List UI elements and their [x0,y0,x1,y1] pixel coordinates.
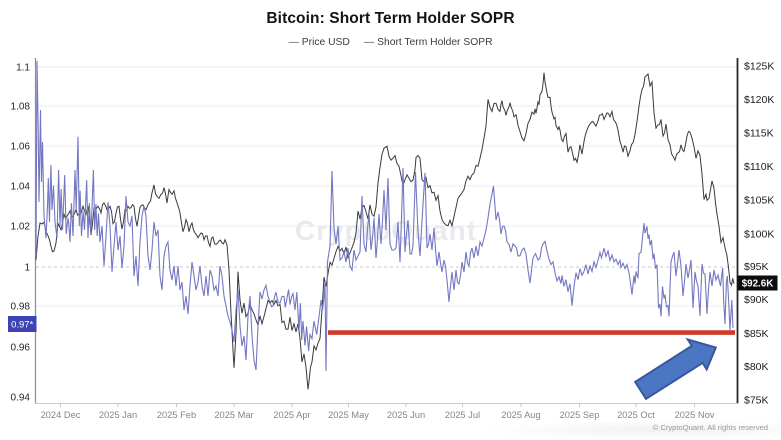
svg-text:$125K: $125K [744,61,774,73]
svg-text:$80K: $80K [744,361,769,373]
svg-text:2025 Apr: 2025 Apr [273,410,310,420]
svg-text:$100K: $100K [744,229,774,241]
svg-text:2025 Oct: 2025 Oct [617,410,655,420]
svg-text:2025 Sep: 2025 Sep [560,410,600,420]
svg-text:2024 Dec: 2024 Dec [41,410,81,420]
svg-text:0.98: 0.98 [11,302,31,313]
svg-text:$85K: $85K [744,328,769,340]
svg-text:2025 Mar: 2025 Mar [214,410,253,420]
svg-text:2025 Nov: 2025 Nov [675,410,715,420]
svg-text:2025 Jul: 2025 Jul [445,410,480,420]
svg-text:$110K: $110K [744,161,774,173]
svg-text:2025 Jan: 2025 Jan [99,410,137,420]
svg-text:0.96: 0.96 [11,343,31,354]
svg-text:0.97*: 0.97* [11,320,33,331]
svg-text:1.1: 1.1 [16,63,30,74]
svg-text:1.06: 1.06 [11,142,31,153]
svg-text:© CryptoQuant. All rights rese: © CryptoQuant. All rights reserved [653,423,768,432]
svg-text:$105K: $105K [744,195,774,207]
svg-text:$120K: $120K [744,94,774,106]
svg-text:2025 Jun: 2025 Jun [387,410,425,420]
svg-text:0.94: 0.94 [11,393,31,404]
svg-text:1.04: 1.04 [11,182,31,193]
svg-text:$92.6K: $92.6K [742,279,774,290]
svg-text:$95K: $95K [744,261,769,273]
svg-text:1: 1 [24,263,30,274]
svg-text:$90K: $90K [744,294,769,306]
svg-text:2025 Feb: 2025 Feb [157,410,196,420]
svg-text:2025 Aug: 2025 Aug [501,410,540,420]
svg-text:1.02: 1.02 [11,222,31,233]
svg-text:$75K: $75K [744,395,769,407]
svg-text:1.08: 1.08 [11,102,31,113]
svg-text:2025 May: 2025 May [328,410,369,420]
svg-text:$115K: $115K [744,128,774,140]
